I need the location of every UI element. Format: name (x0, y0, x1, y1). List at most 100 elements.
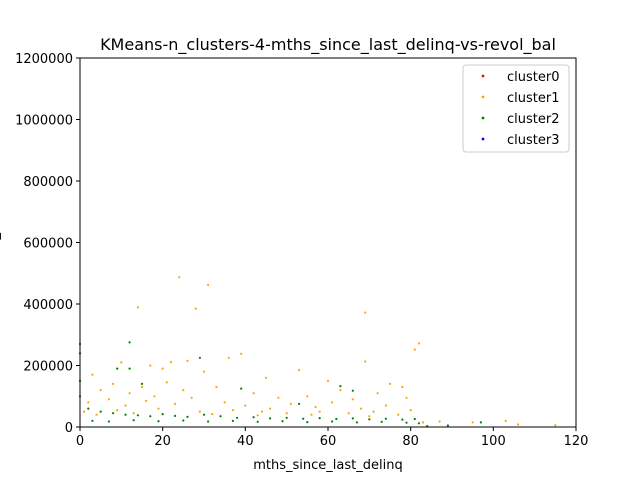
data-point (351, 417, 354, 420)
data-point (157, 420, 160, 423)
data-point (140, 385, 144, 389)
data-point (165, 381, 168, 384)
legend-box (462, 64, 570, 153)
data-point (364, 360, 367, 363)
data-point (107, 420, 110, 423)
data-point (252, 416, 255, 419)
data-point (132, 412, 135, 415)
data-point (260, 410, 263, 413)
data-point (269, 417, 272, 420)
points-layer (78, 276, 557, 428)
data-point (335, 417, 338, 421)
data-point (331, 420, 334, 423)
data-point (161, 413, 164, 416)
y-axis: 0 200000 400000 600000 800000 1000000 1200000 (15, 52, 80, 436)
data-point (136, 306, 139, 309)
data-point (479, 421, 482, 424)
legend-marker (481, 74, 485, 78)
data-point (417, 422, 420, 425)
data-point (504, 419, 507, 422)
data-point (417, 342, 420, 345)
data-point (281, 420, 284, 423)
data-point (360, 407, 363, 410)
data-point (368, 415, 371, 418)
data-point (405, 396, 408, 399)
data-point (132, 419, 135, 422)
data-point (264, 376, 268, 379)
legend-marker (481, 95, 485, 99)
data-point (380, 420, 383, 423)
data-point (99, 410, 102, 413)
data-point (87, 401, 90, 404)
data-point (140, 382, 144, 385)
data-point (397, 413, 400, 416)
data-point (355, 421, 358, 424)
x-tick-label: 40 (237, 434, 254, 449)
data-point (91, 419, 94, 422)
data-point (306, 395, 309, 398)
data-point (438, 420, 441, 423)
data-point (211, 413, 214, 416)
x-axis: 0 20 40 60 80 100 120 (76, 427, 588, 449)
data-point (182, 389, 185, 392)
data-point (202, 370, 206, 373)
data-point (174, 414, 177, 417)
data-point (310, 413, 313, 416)
data-point (351, 389, 354, 392)
data-point (384, 417, 387, 420)
data-point (446, 424, 449, 427)
legend-entry-cluster0: cluster0 (481, 70, 559, 85)
data-point (318, 417, 321, 420)
data-point (331, 401, 334, 404)
data-point (136, 414, 139, 417)
data-point (231, 409, 234, 412)
data-point (128, 341, 131, 344)
data-point (388, 382, 392, 385)
data-point (219, 415, 222, 418)
data-point (227, 356, 230, 359)
data-point (149, 415, 152, 418)
data-point (174, 402, 177, 405)
legend-label: cluster2 (507, 112, 559, 127)
data-point (186, 415, 189, 418)
legend: cluster0 cluster1 cluster2 cluster3 (462, 64, 570, 153)
legend-marker (481, 116, 485, 120)
data-point (215, 385, 218, 389)
data-point (351, 398, 354, 401)
y-tick-label: 800000 (23, 175, 73, 190)
data-point (314, 405, 317, 409)
data-point (422, 421, 425, 424)
series-cluster2 (78, 341, 482, 428)
data-point (207, 420, 210, 423)
data-point (198, 356, 201, 359)
data-point (517, 423, 520, 426)
data-point (95, 413, 98, 416)
data-point (178, 276, 181, 279)
data-point (223, 401, 226, 404)
data-point (298, 402, 301, 405)
data-point (326, 379, 330, 382)
y-tick-label: 1200000 (15, 52, 73, 67)
legend-label: cluster1 (507, 91, 559, 106)
data-point (231, 419, 234, 422)
data-point (194, 307, 197, 310)
data-point (339, 389, 342, 392)
data-point (236, 416, 239, 419)
y-tick-label: 1000000 (15, 114, 73, 129)
data-point (128, 367, 131, 370)
x-axis-label: mths_since_last_delinq (253, 458, 402, 473)
data-point (252, 392, 255, 395)
data-point (413, 417, 416, 421)
data-point (298, 369, 301, 372)
data-point (116, 367, 119, 370)
data-point (368, 418, 371, 421)
data-point (124, 404, 127, 407)
data-point (202, 413, 206, 416)
legend-label: cluster3 (507, 133, 559, 148)
data-point (471, 421, 474, 424)
legend-entry-cluster1: cluster1 (481, 91, 559, 106)
y-tick-label: 600000 (23, 237, 73, 252)
legend-marker (481, 137, 485, 141)
data-point (240, 352, 243, 355)
